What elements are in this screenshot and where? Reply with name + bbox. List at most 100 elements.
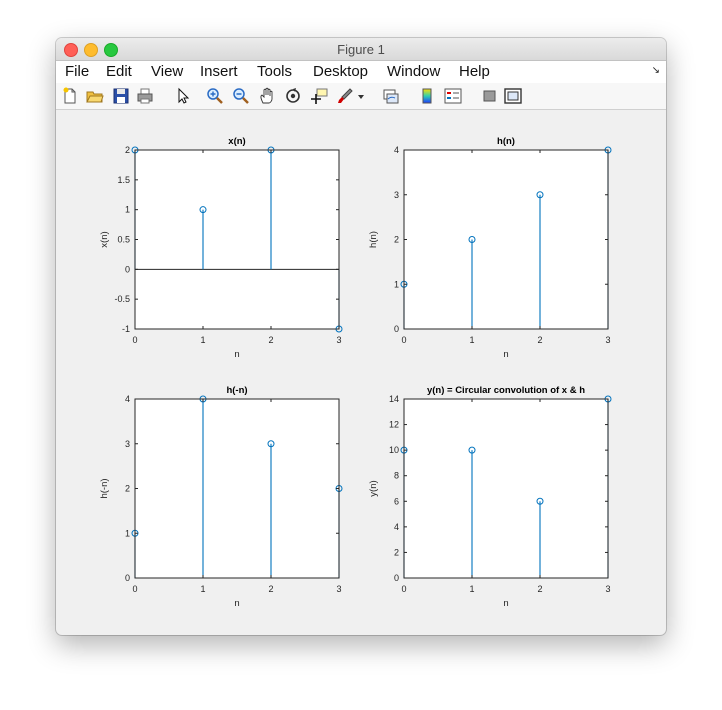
menu-insert[interactable]: Insert <box>200 63 238 80</box>
y-tick-label: 3 <box>394 190 399 200</box>
subplot-title: h(n) <box>497 136 515 147</box>
rotate-icon[interactable] <box>284 87 302 105</box>
plot-area <box>135 399 339 578</box>
menu-edit[interactable]: Edit <box>106 63 132 80</box>
new-figure-icon[interactable] <box>61 87 79 105</box>
window-title: Figure 1 <box>337 42 385 57</box>
x-tick-label: 1 <box>200 335 205 345</box>
y-axis-label: h(-n) <box>99 478 110 498</box>
stem-marker <box>267 440 275 448</box>
subplot-title: y(n) = Circular convolution of x & h <box>427 385 585 396</box>
y-tick-label: 0 <box>125 573 130 583</box>
subplot-title: h(-n) <box>226 385 247 396</box>
y-tick-label: 1 <box>394 279 399 289</box>
title-bar[interactable]: Figure 1 <box>56 38 666 61</box>
y-tick-label: -0.5 <box>114 294 130 304</box>
save-icon[interactable] <box>112 87 130 105</box>
stem-marker <box>199 206 207 214</box>
subplot-title: x(n) <box>228 136 245 147</box>
y-tick-label: 3 <box>125 439 130 449</box>
y-axis-label: x(n) <box>99 231 110 247</box>
plot-area <box>404 399 608 578</box>
menu-window[interactable]: Window <box>387 63 441 80</box>
y-axis-label: h(n) <box>368 231 379 248</box>
x-tick-label: 2 <box>268 584 273 594</box>
y-tick-label: 1 <box>125 205 130 215</box>
x-tick-label: 0 <box>401 335 406 345</box>
brush-dropdown-icon[interactable] <box>356 87 366 105</box>
plot-area <box>404 150 608 329</box>
figure-toolbar <box>56 83 666 110</box>
stem-marker <box>536 191 544 199</box>
x-tick-label: 1 <box>469 584 474 594</box>
menu-help[interactable]: Help <box>459 63 490 80</box>
link-plot-icon[interactable] <box>382 87 400 105</box>
data-cursor-icon[interactable] <box>310 87 328 105</box>
colorbar-icon[interactable] <box>418 87 436 105</box>
stem-marker <box>468 236 476 243</box>
x-tick-label: 2 <box>537 584 542 594</box>
menu-tools[interactable]: Tools <box>257 63 293 80</box>
x-tick-label: 2 <box>537 335 542 345</box>
pan-icon[interactable] <box>258 87 276 105</box>
subplot-2: 0 1 2 3 0 1 2 3 4 h(n) n h(n) <box>368 136 612 360</box>
y-tick-label: -1 <box>122 324 130 334</box>
maximize-window-button[interactable] <box>104 43 118 57</box>
x-tick-label: 1 <box>200 584 205 594</box>
open-file-icon[interactable] <box>86 87 104 105</box>
x-tick-label: 0 <box>132 335 137 345</box>
y-tick-label: 2 <box>394 547 399 557</box>
y-tick-label: 0 <box>394 573 399 583</box>
subplot-3: 0 1 2 3 0 1 2 3 4 h(-n) n h(-n) <box>99 385 343 609</box>
y-tick-label: 14 <box>389 394 399 404</box>
x-tick-label: 3 <box>605 584 610 594</box>
x-axis-label: n <box>234 349 239 360</box>
axes-box <box>403 398 609 579</box>
y-tick-label: 2 <box>125 145 130 155</box>
menu-bar: File Edit View Insert Tools Desktop Wind… <box>56 61 666 83</box>
menu-file[interactable]: File <box>65 63 90 80</box>
minimize-window-button[interactable] <box>84 43 98 57</box>
y-tick-label: 0 <box>125 264 130 274</box>
y-tick-label: 1.5 <box>117 175 130 185</box>
x-tick-label: 2 <box>268 335 273 345</box>
x-tick-label: 3 <box>605 335 610 345</box>
legend-icon[interactable] <box>444 87 462 105</box>
y-tick-label: 4 <box>125 394 130 404</box>
subplot-1: 0 1 2 3 -1 -0.5 0 0.5 1 1.5 2 x(n) n x(n) <box>99 136 343 360</box>
hide-plot-tools-icon[interactable] <box>480 87 498 105</box>
y-tick-label: 12 <box>389 420 399 430</box>
y-tick-label: 6 <box>394 496 399 506</box>
zoom-in-icon[interactable] <box>206 87 224 105</box>
y-tick-label: 8 <box>394 471 399 481</box>
x-axis-label: n <box>503 598 508 609</box>
y-tick-label: 10 <box>389 445 399 455</box>
y-tick-label: 0 <box>394 324 399 334</box>
x-tick-label: 0 <box>132 584 137 594</box>
x-axis-label: n <box>234 598 239 609</box>
y-tick-label: 2 <box>394 235 399 245</box>
x-tick-label: 3 <box>336 335 341 345</box>
stem-marker <box>536 497 544 505</box>
stem-marker <box>468 446 476 454</box>
y-axis-label: y(n) <box>368 480 379 496</box>
close-window-button[interactable] <box>64 43 78 57</box>
y-tick-label: 0.5 <box>117 235 130 245</box>
y-tick-label: 1 <box>125 528 130 538</box>
dock-arrow-icon[interactable]: ↘ <box>651 65 660 76</box>
zoom-out-icon[interactable] <box>232 87 250 105</box>
y-tick-label: 4 <box>394 522 399 532</box>
print-icon[interactable] <box>136 87 154 105</box>
x-tick-label: 0 <box>401 584 406 594</box>
brush-icon[interactable] <box>336 87 354 105</box>
menu-desktop[interactable]: Desktop <box>313 63 369 80</box>
x-axis-label: n <box>503 349 508 360</box>
plot-area <box>135 150 339 329</box>
show-plot-tools-icon[interactable] <box>504 87 522 105</box>
x-tick-label: 3 <box>336 584 341 594</box>
pointer-icon[interactable] <box>174 87 192 105</box>
y-tick-label: 2 <box>125 484 130 494</box>
menu-view[interactable]: View <box>151 63 184 80</box>
